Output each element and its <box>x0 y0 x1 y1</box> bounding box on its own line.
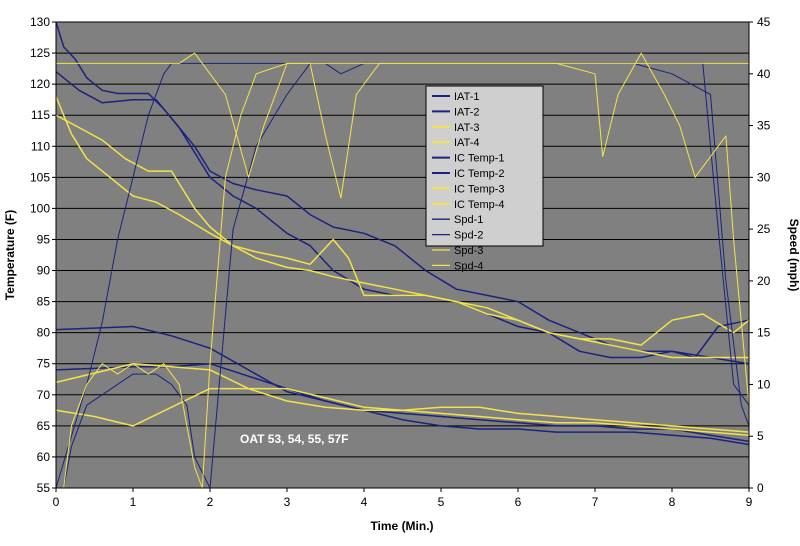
x-tick-label: 2 <box>207 495 214 509</box>
legend-label: Spd-4 <box>454 260 483 272</box>
y-left-tick-label: 130 <box>30 15 50 29</box>
y-right-tick-label: 30 <box>757 170 771 184</box>
x-tick-label: 1 <box>130 495 137 509</box>
annotation: OAT 53, 54, 55, 57F <box>240 432 349 446</box>
y-left-tick-label: 105 <box>30 170 50 184</box>
y-left-tick-label: 90 <box>37 264 51 278</box>
legend-label: Spd-2 <box>454 230 483 242</box>
legend: IAT-1 IAT-2 IAT-3 IAT-4 IC Temp-1 IC Temp-2 IC… <box>425 85 544 272</box>
x-tick-label: 8 <box>669 495 676 509</box>
legend-label: Spd-3 <box>454 245 483 257</box>
y-left-tick-label: 115 <box>31 108 50 122</box>
series-line-spd-3 <box>63 62 749 489</box>
x-tick-label: 0 <box>53 495 60 509</box>
legend-label: IAT-3 <box>454 122 479 134</box>
y-right-tick-label: 0 <box>757 481 764 495</box>
y-left-tick-label: 120 <box>30 77 50 91</box>
y-right-tick-label: 15 <box>757 326 771 340</box>
y-right-tick-label: 5 <box>757 429 764 443</box>
y-left-tick-label: 65 <box>37 419 51 433</box>
y-left-axis-title: Temperature (F) <box>3 210 17 300</box>
legend-label: IAT-2 <box>454 106 479 118</box>
series-line-iat-4 <box>55 362 750 433</box>
y-left-tick-label: 95 <box>37 232 51 246</box>
gridlines <box>56 21 749 489</box>
legend-label: Spd-1 <box>454 214 483 226</box>
series-line-iat-2 <box>55 325 750 443</box>
y-right-tick-label: 20 <box>757 274 771 288</box>
legend-label: IC Temp-4 <box>454 199 505 211</box>
legend-box <box>425 85 544 247</box>
y-right-tick-label: 45 <box>757 15 771 29</box>
y-right-axis-title: Speed (mph) <box>787 219 800 292</box>
y-left-tick-label: 125 <box>30 46 50 60</box>
x-tick-label: 4 <box>361 495 368 509</box>
legend-label: IAT-1 <box>454 91 479 103</box>
series-line-spd-4 <box>56 52 750 406</box>
series-layer <box>55 21 750 489</box>
series-line-spd-1 <box>55 62 750 489</box>
x-tick-label: 3 <box>284 495 291 509</box>
x-tick-label: 5 <box>438 495 445 509</box>
x-tick-label: 9 <box>746 495 753 509</box>
y-left-tick-label: 60 <box>37 450 51 464</box>
x-axis-title: Time (Min.) <box>370 519 433 533</box>
series-line-ic-temp-4 <box>55 114 750 346</box>
y-left-tick-label: 110 <box>31 139 50 153</box>
series-line-ic-temp-3 <box>55 96 749 359</box>
x-tick-label: 7 <box>592 495 599 509</box>
y-left-tick-label: 100 <box>30 201 50 215</box>
y-right-tick-label: 25 <box>757 222 771 236</box>
x-tick-label: 6 <box>515 495 522 509</box>
axes: 5560657075808590951001051101151201251300… <box>30 15 771 509</box>
legend-label: IC Temp-2 <box>454 168 505 180</box>
y-left-tick-label: 80 <box>37 326 51 340</box>
legend-label: IAT-4 <box>454 137 479 149</box>
y-left-tick-label: 70 <box>37 388 51 402</box>
y-left-tick-label: 55 <box>37 481 51 495</box>
y-left-tick-label: 85 <box>37 295 51 309</box>
y-right-tick-label: 35 <box>757 119 771 133</box>
legend-label: IC Temp-1 <box>454 153 505 165</box>
y-right-tick-label: 40 <box>757 67 771 81</box>
series-line-ic-temp-2 <box>55 71 750 365</box>
series-line-iat-1 <box>55 362 750 446</box>
y-left-tick-label: 75 <box>37 357 51 371</box>
legend-label: IC Temp-3 <box>454 183 505 195</box>
plot-area <box>56 22 749 488</box>
y-right-tick-label: 10 <box>757 377 771 391</box>
